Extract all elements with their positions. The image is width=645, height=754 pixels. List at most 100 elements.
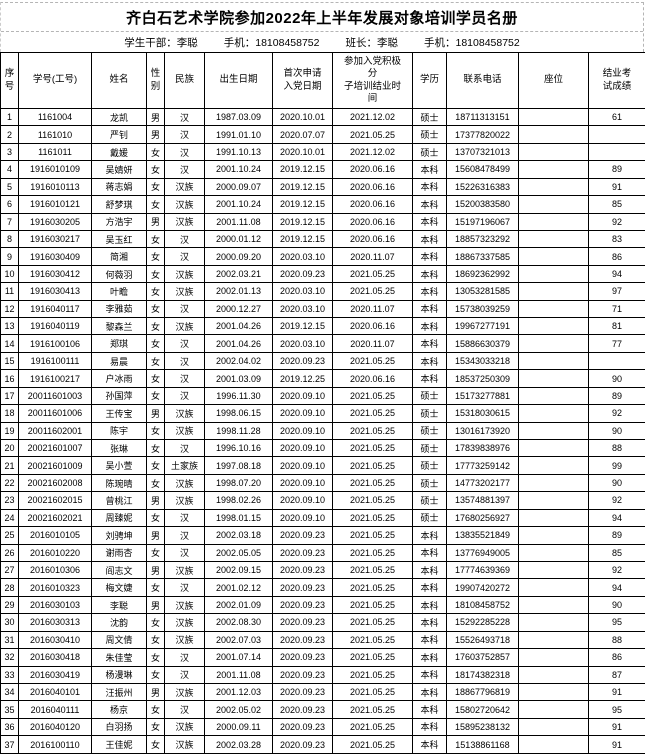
table-cell <box>518 630 589 650</box>
table-cell: 2020.07.07 <box>272 125 333 144</box>
table-cell: 本科 <box>412 665 447 684</box>
table-cell <box>518 177 589 197</box>
table-cell: 13 <box>0 317 19 336</box>
sheet-header-area: 齐白石艺术学院参加2022年上半年发展对象培训学员名册 学生干部：李聪 手机：1… <box>0 2 644 52</box>
table-cell: 汉 <box>164 508 205 528</box>
table-cell: 17774639369 <box>446 560 519 580</box>
table-cell: 2021.05.25 <box>332 735 413 754</box>
page-title: 齐白石艺术学院参加2022年上半年发展对象培训学员名册 <box>1 3 643 32</box>
table-cell: 郑琪 <box>91 334 147 353</box>
table-cell: 91 <box>588 682 645 702</box>
table-cell <box>518 595 589 615</box>
table-cell: 2020.09.10 <box>272 491 333 510</box>
table-cell: 女 <box>146 369 165 388</box>
table-cell: 2021.05.25 <box>332 351 413 371</box>
table-cell: 2000.09.11 <box>204 717 273 737</box>
table-cell: 13016173920 <box>446 421 519 441</box>
table-row: 18 20011601006 王传宝男汉族 1998.06.15 2020.09.10 2… <box>0 404 645 423</box>
table-cell: 15 <box>0 351 19 371</box>
table-cell: 汉 <box>164 648 205 667</box>
table-cell: 本科 <box>412 700 447 719</box>
table-cell: 2020.09.23 <box>272 543 333 562</box>
table-cell: 周臻妮 <box>91 508 147 528</box>
table-cell: 14 <box>0 334 19 353</box>
table-cell: 2021.05.25 <box>332 665 413 684</box>
cadre-phone-label: 手机：18108458752 <box>223 36 320 49</box>
table-cell: 本科 <box>412 526 447 545</box>
table-cell: 汉 <box>164 543 205 562</box>
table-cell: 吴婧妍 <box>91 160 147 179</box>
table-row: 34 2016040101 汪振州男汉族 2001.12.03 2020.09.23 20… <box>0 682 645 702</box>
table-cell: 陈琬晴 <box>91 473 147 493</box>
table-cell: 90 <box>588 369 645 388</box>
table-cell: 90 <box>588 595 645 615</box>
table-cell: 2020.03.10 <box>272 299 333 319</box>
table-cell: 硕士 <box>412 491 447 510</box>
table-cell: 18711313151 <box>446 107 519 127</box>
table-cell: 汉 <box>164 578 205 597</box>
table-cell: 85 <box>588 543 645 562</box>
table-cell: 汉族 <box>164 195 205 214</box>
table-cell: 94 <box>588 578 645 597</box>
table-cell: 2020.06.16 <box>332 160 413 179</box>
column-header: 座位 <box>518 52 589 109</box>
table-cell: 11 <box>0 282 19 301</box>
table-cell: 2002.07.03 <box>204 630 273 650</box>
table-cell: 61 <box>588 107 645 127</box>
table-cell: 孙国萍 <box>91 386 147 406</box>
table-cell: 汉族 <box>164 491 205 510</box>
table-cell: 硕士 <box>412 421 447 441</box>
table-cell: 汉族 <box>164 613 205 632</box>
table-cell <box>518 526 589 545</box>
column-header: 联系电话 <box>446 52 519 109</box>
table-cell <box>518 142 589 162</box>
table-cell: 2020.09.23 <box>272 264 333 284</box>
table-cell <box>518 543 589 562</box>
table-cell: 20011602001 <box>18 421 92 441</box>
table-cell: 2021.05.25 <box>332 404 413 423</box>
table-cell: 刘骋坤 <box>91 526 147 545</box>
table-cell: 黎森兰 <box>91 317 147 336</box>
table-cell: 1916030217 <box>18 229 92 249</box>
table-cell: 女 <box>146 613 165 632</box>
table-cell: 汉族 <box>164 421 205 441</box>
table-cell <box>518 212 589 231</box>
table-cell: 2000.09.07 <box>204 177 273 197</box>
table-cell <box>518 369 589 388</box>
table-cell: 18108458752 <box>446 595 519 615</box>
table-cell: 1998.06.15 <box>204 404 273 423</box>
table-cell: 2021.05.25 <box>332 491 413 510</box>
table-cell: 2020.09.10 <box>272 386 333 406</box>
table-cell: 2016030410 <box>18 630 92 650</box>
table-row: 35 2016040111 杨京女汉 2002.05.02 2020.09.23 2021… <box>0 700 645 719</box>
table-cell: 92 <box>588 404 645 423</box>
table-cell: 女 <box>146 177 165 197</box>
column-header: 参加入党积极 分 子培训结业时 间 <box>332 52 413 109</box>
table-cell: 汉族 <box>164 177 205 197</box>
table-cell: 1998.01.15 <box>204 508 273 528</box>
table-cell: 21 <box>0 456 19 475</box>
table-cell: 朱佳莹 <box>91 648 147 667</box>
table-cell: 87 <box>588 665 645 684</box>
table-cell: 2016040120 <box>18 717 92 737</box>
table-cell: 2020.09.23 <box>272 630 333 650</box>
table-cell: 19907420272 <box>446 578 519 597</box>
table-cell: 15200383580 <box>446 195 519 214</box>
table-row: 36 2016040120 白羽扬女汉族 2000.09.11 2020.09.23 20… <box>0 717 645 737</box>
table-cell: 1998.02.26 <box>204 491 273 510</box>
table-cell: 汉族 <box>164 317 205 336</box>
table-cell: 吴玉红 <box>91 229 147 249</box>
table-cell: 2021.05.25 <box>332 386 413 406</box>
table-cell: 15608478499 <box>446 160 519 179</box>
table-cell: 本科 <box>412 578 447 597</box>
table-cell: 2001.11.08 <box>204 665 273 684</box>
table-cell: 2020.03.10 <box>272 334 333 353</box>
table-row: 2 1161010 严钊男汉 1991.01.10 2020.07.07 2021.05.… <box>0 125 645 144</box>
table-cell: 女 <box>146 473 165 493</box>
table-cell: 2021.05.25 <box>332 439 413 458</box>
table-cell: 汉 <box>164 247 205 266</box>
table-cell: 汉 <box>164 334 205 353</box>
table-cell: 硕士 <box>412 473 447 493</box>
table-cell: 硕士 <box>412 125 447 144</box>
table-cell: 女 <box>146 735 165 754</box>
